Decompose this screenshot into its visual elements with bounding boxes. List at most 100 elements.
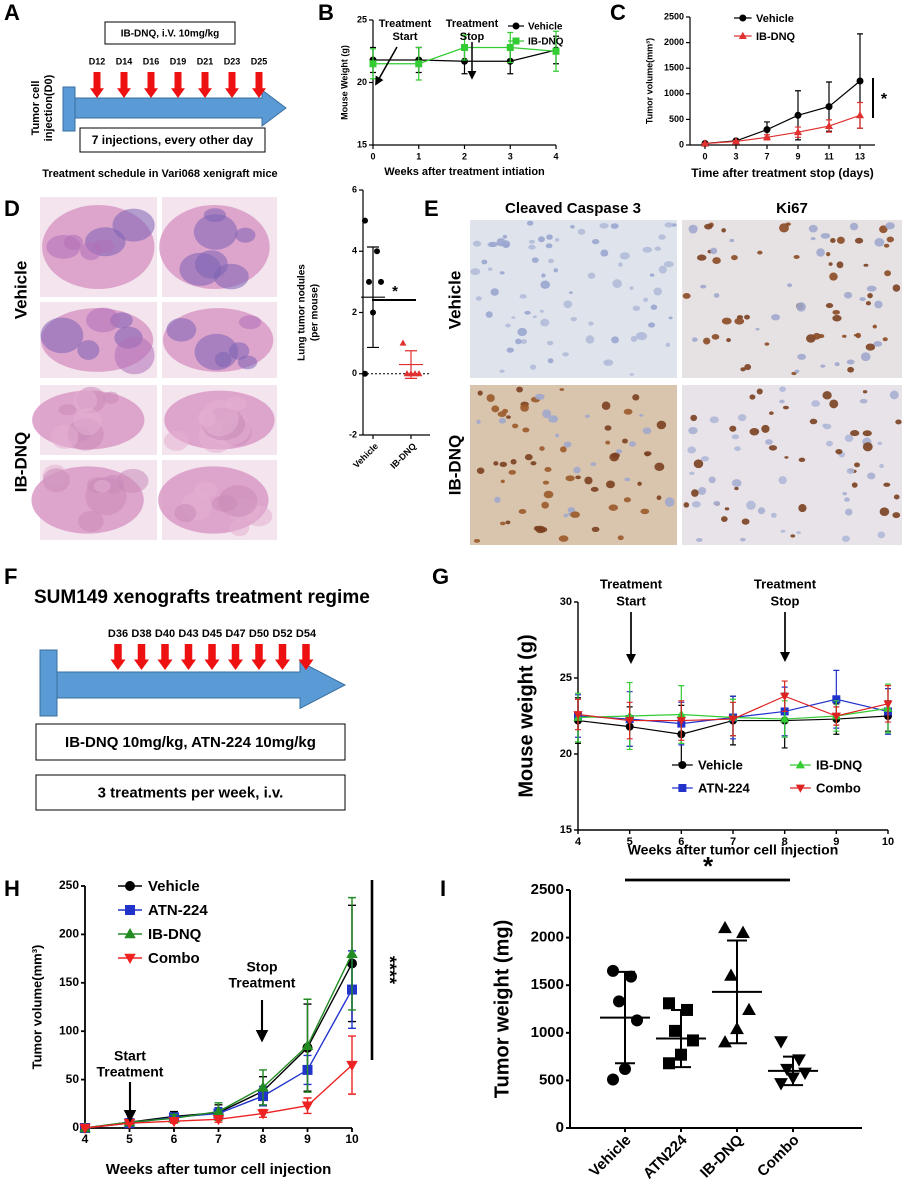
- cell: [860, 352, 871, 362]
- sd-bar: [783, 1055, 803, 1087]
- cell: [531, 257, 539, 263]
- cell: [709, 416, 719, 424]
- cell: [477, 390, 483, 396]
- timeline-bar: [62, 86, 76, 132]
- cell: [790, 534, 796, 538]
- x-tick-label: 0: [702, 151, 707, 161]
- cell: [867, 293, 873, 299]
- cell: [585, 335, 595, 344]
- injection-arrow: [117, 72, 131, 98]
- cell: [712, 257, 721, 265]
- y-tick-label: 4: [352, 246, 357, 256]
- cell: [50, 424, 79, 449]
- cell: [749, 428, 760, 436]
- cell: [77, 340, 100, 360]
- x-tick-label: 8: [782, 836, 788, 848]
- day-label: D47: [225, 628, 245, 640]
- cell: [701, 456, 709, 462]
- cell: [623, 497, 631, 503]
- cell: [608, 504, 619, 511]
- cell: [563, 441, 572, 448]
- cell: [863, 263, 869, 267]
- cell: [836, 261, 844, 269]
- cell: [658, 265, 667, 274]
- timeline-arrow: [56, 660, 347, 710]
- cell: [749, 394, 756, 400]
- x-tick-label: 9: [833, 836, 839, 848]
- y-axis-label: Mouse weight (g): [515, 634, 537, 797]
- annotation-arrow: [375, 46, 398, 86]
- cell: [877, 441, 883, 446]
- marker: [663, 997, 675, 1010]
- cell: [554, 238, 560, 242]
- cell: [855, 332, 862, 339]
- schedule-box-text: 7 injections, every other day: [92, 133, 254, 147]
- cell: [235, 227, 256, 243]
- marker: [738, 31, 747, 39]
- cell: [229, 519, 250, 537]
- histology-image: [682, 385, 902, 545]
- panel-label: I: [440, 876, 446, 901]
- cell: [879, 507, 890, 517]
- cell: [895, 419, 902, 425]
- cell: [488, 241, 498, 248]
- cell: [892, 284, 901, 292]
- cell: [499, 521, 506, 526]
- cell: [665, 342, 671, 348]
- x-tick-label: 4: [553, 151, 558, 161]
- marker: [625, 717, 635, 726]
- cell: [485, 311, 493, 318]
- cell: [42, 468, 70, 493]
- cell: [826, 251, 831, 257]
- cell: [883, 243, 890, 248]
- cell: [682, 292, 691, 299]
- cell: [226, 396, 247, 411]
- cell: [605, 440, 611, 445]
- marker: [739, 14, 747, 22]
- cell: [563, 300, 573, 309]
- cell: [611, 336, 619, 344]
- cell: [103, 391, 120, 404]
- x-tick-label: 11: [824, 151, 834, 161]
- cell: [555, 433, 560, 438]
- marker: [212, 1105, 225, 1116]
- cell: [816, 248, 825, 257]
- y-axis-label: Mouse Weight (g): [339, 45, 349, 120]
- cell: [844, 497, 850, 502]
- cell: [734, 486, 739, 491]
- marker: [883, 700, 893, 709]
- marker: [625, 970, 637, 983]
- cell: [740, 367, 746, 372]
- marker: [512, 37, 520, 45]
- marker: [124, 953, 136, 964]
- x-tick-label: 0: [370, 151, 375, 161]
- cell: [688, 426, 698, 435]
- cell: [517, 327, 528, 337]
- annotation: *: [881, 91, 888, 108]
- cell: [879, 225, 888, 234]
- cell: [511, 316, 516, 319]
- cell: [498, 417, 507, 424]
- schedule-box: [79, 127, 266, 153]
- cell: [472, 240, 482, 247]
- marker: [79, 1123, 91, 1134]
- cell: [884, 270, 892, 277]
- y-tick-label: 1500: [531, 976, 564, 993]
- day-label: D36: [108, 628, 128, 640]
- x-tick-label: 10: [882, 836, 894, 848]
- marker: [774, 1078, 788, 1091]
- cell: [590, 486, 599, 492]
- cell: [757, 507, 766, 515]
- caption: Treatment schedule in Vari068 xenigraft …: [42, 168, 277, 180]
- cell: [542, 409, 552, 419]
- cell: [798, 504, 807, 513]
- marker: [301, 1039, 314, 1050]
- cell: [704, 223, 713, 230]
- cell: [629, 286, 634, 290]
- cell: [615, 449, 623, 454]
- timeline-arrow: [74, 89, 287, 127]
- cell: [508, 469, 517, 475]
- cell: [520, 339, 528, 344]
- cell: [877, 531, 886, 539]
- cell: [690, 414, 698, 422]
